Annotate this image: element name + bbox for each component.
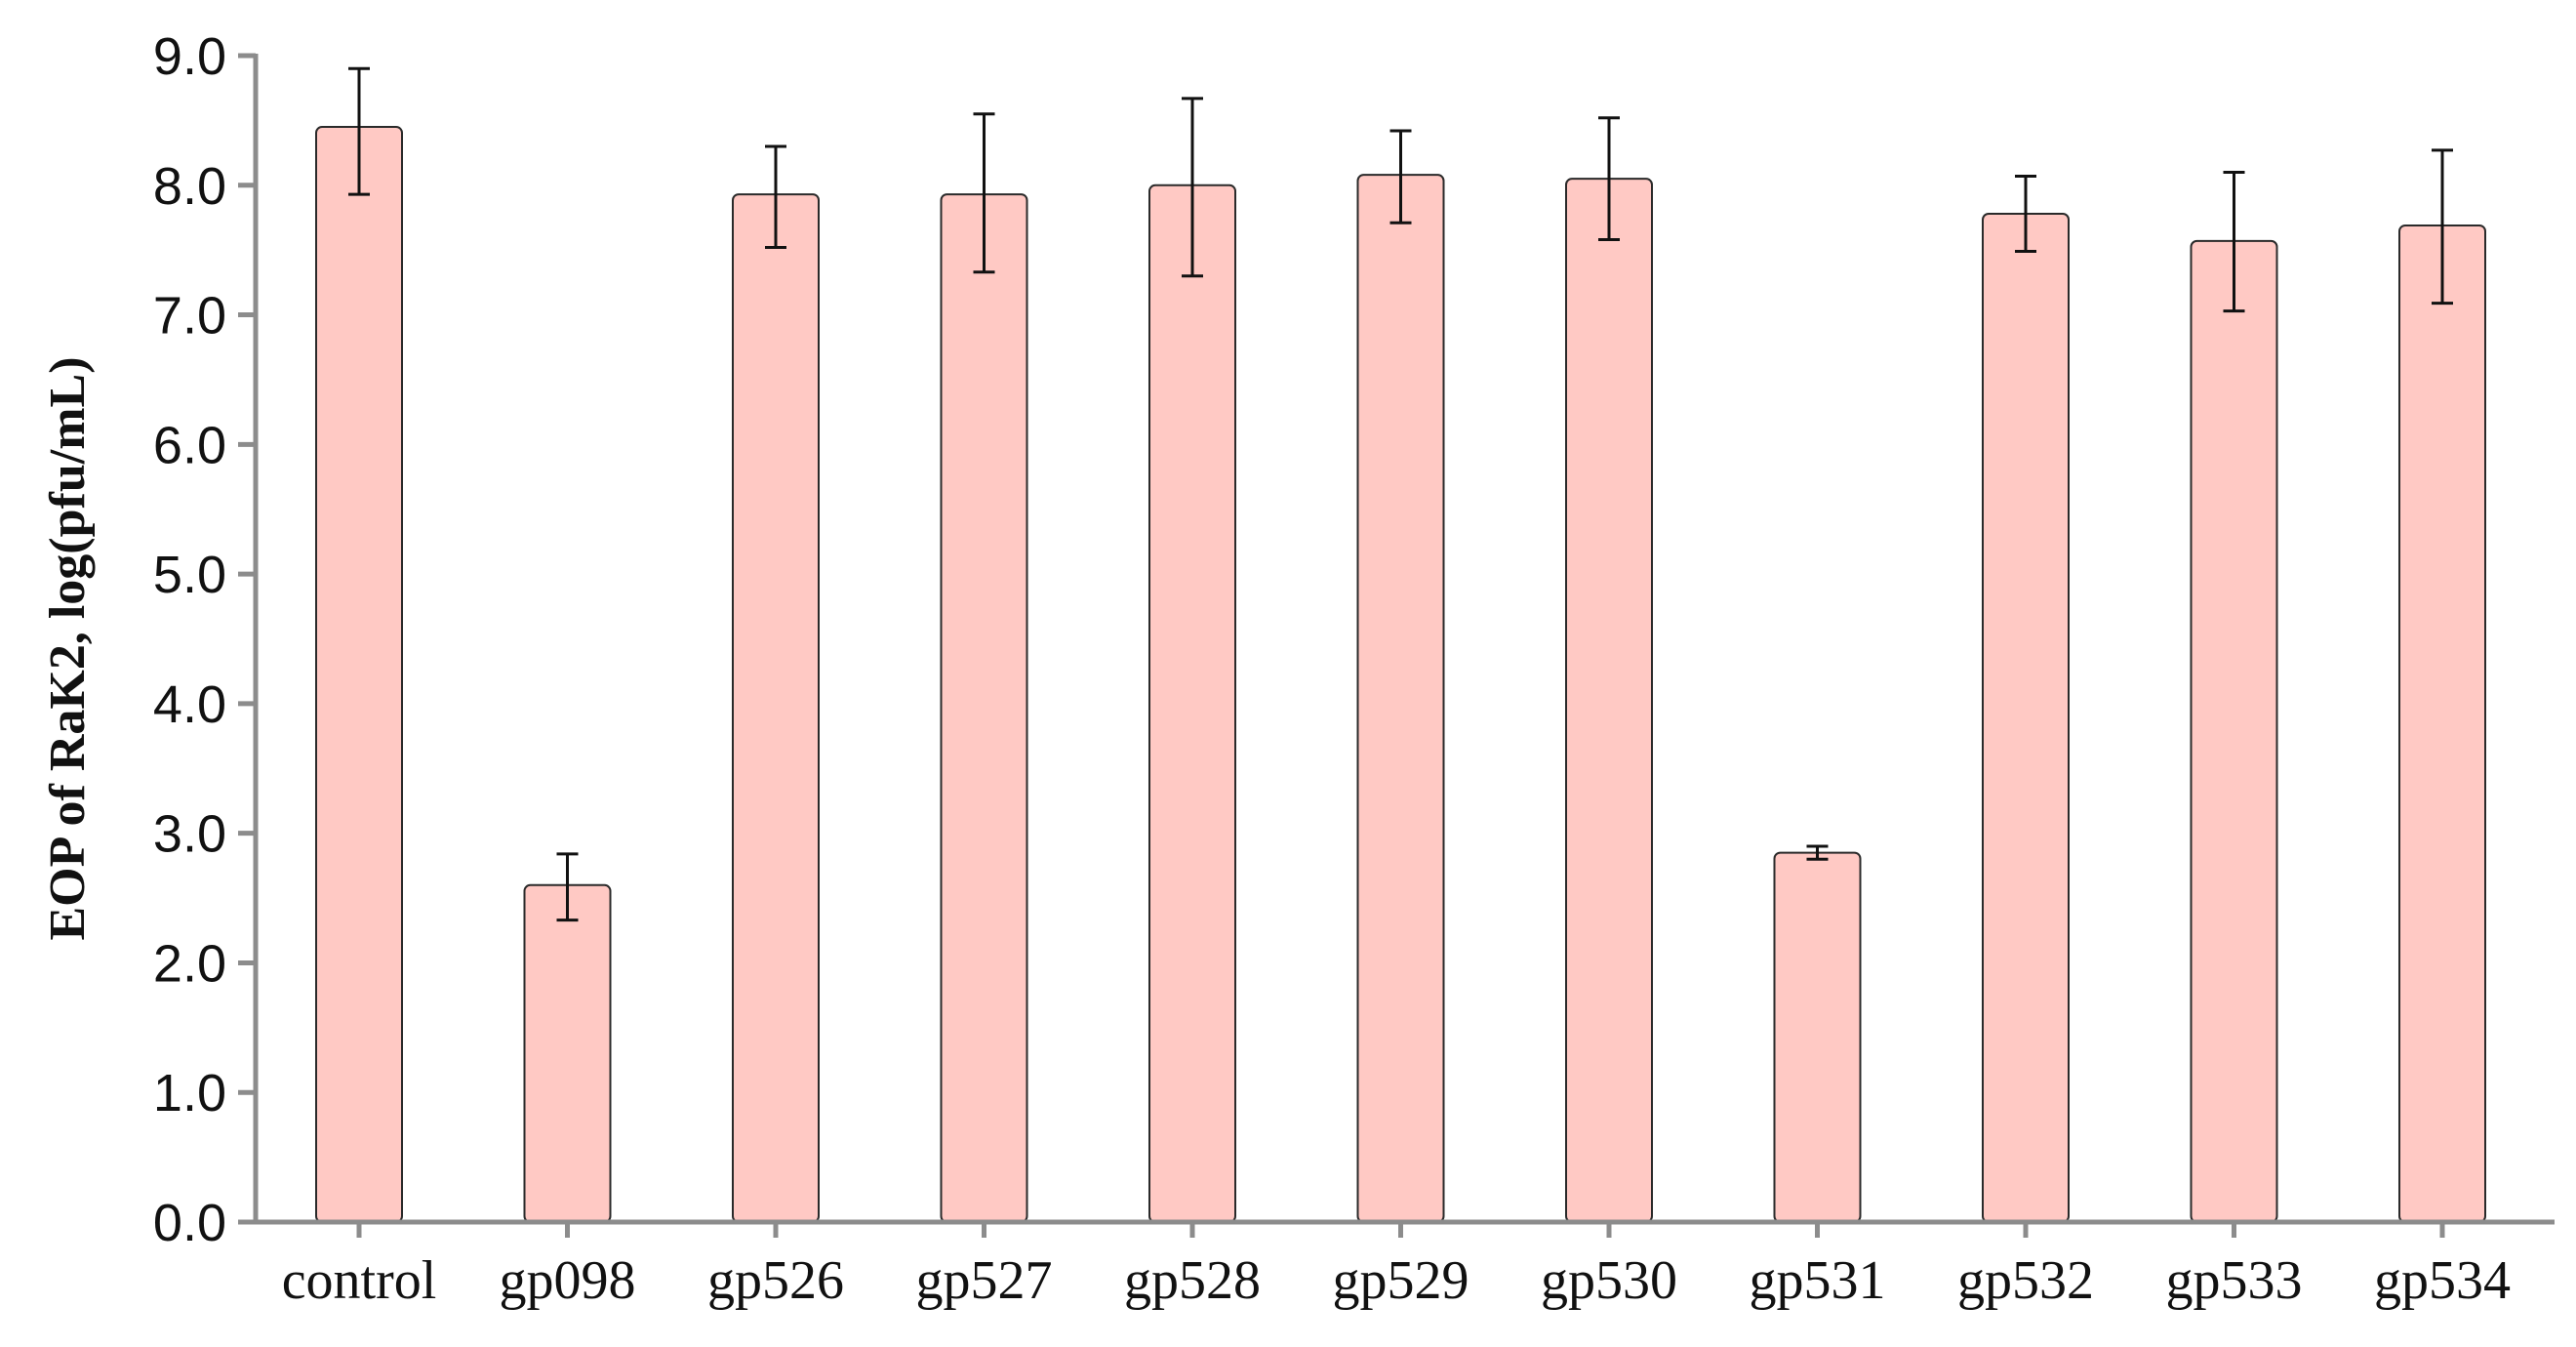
y-tick-label: 9.0 <box>153 27 226 86</box>
error-bar-gp533 <box>2223 171 2245 313</box>
y-tick-label: 7.0 <box>153 287 226 346</box>
y-tick-label: 0.0 <box>153 1194 226 1252</box>
x-tick-label: gp528 <box>1124 1250 1261 1311</box>
y-tick-label: 5.0 <box>153 546 226 604</box>
bar-gp528 <box>1148 184 1236 1223</box>
axes-layer <box>238 53 2555 1238</box>
bar-gp098 <box>523 883 612 1223</box>
bar-gp526 <box>732 193 820 1223</box>
y-tick-label: 1.0 <box>153 1064 226 1122</box>
bar-control <box>315 126 403 1223</box>
error-bar-gp529 <box>1389 129 1412 224</box>
labels-layer: control gp098 gp526 gp527 gp528 gp529 gp530 gp5… <box>153 27 2511 1311</box>
bar-gp533 <box>2190 239 2278 1224</box>
x-tick-label: control <box>282 1250 437 1311</box>
error-bar-gp530 <box>1598 116 1620 242</box>
error-bar-gp534 <box>2432 148 2453 306</box>
error-bar-gp532 <box>2015 174 2036 253</box>
error-bars-layer <box>348 66 2453 922</box>
bar-gp530 <box>1565 178 1653 1223</box>
x-tick-label: gp529 <box>1333 1250 1469 1311</box>
bars-layer <box>315 126 2486 1224</box>
y-tick-label: 3.0 <box>153 805 226 864</box>
bar-gp532 <box>1982 212 2070 1223</box>
error-bar-gp526 <box>765 144 786 250</box>
y-tick-label: 8.0 <box>153 157 226 216</box>
error-bar-control <box>348 66 370 196</box>
bar-gp529 <box>1356 174 1445 1224</box>
x-tick-label: gp534 <box>2374 1250 2511 1311</box>
y-tick-label: 2.0 <box>153 934 226 993</box>
x-tick-label: gp526 <box>707 1250 844 1311</box>
x-tick-label: gp527 <box>916 1250 1053 1311</box>
x-tick-label: gp098 <box>500 1250 636 1311</box>
error-bar-gp527 <box>973 112 995 274</box>
y-tick-label: 6.0 <box>153 416 226 474</box>
x-tick-label: gp531 <box>1750 1250 1886 1311</box>
bar-gp534 <box>2398 224 2486 1223</box>
error-bar-gp098 <box>556 852 579 922</box>
error-bar-gp528 <box>1182 97 1203 278</box>
bar-gp527 <box>940 193 1028 1223</box>
y-tick-label: 4.0 <box>153 675 226 734</box>
y-axis-title: EOP of RaK2, log(pfu/mL) <box>40 356 96 940</box>
bar-gp531 <box>1773 851 1862 1223</box>
error-bar-gp531 <box>1806 844 1829 861</box>
x-tick-label: gp532 <box>1957 1250 2094 1311</box>
x-tick-label: gp530 <box>1541 1250 1677 1311</box>
x-tick-label: gp533 <box>2166 1250 2303 1311</box>
